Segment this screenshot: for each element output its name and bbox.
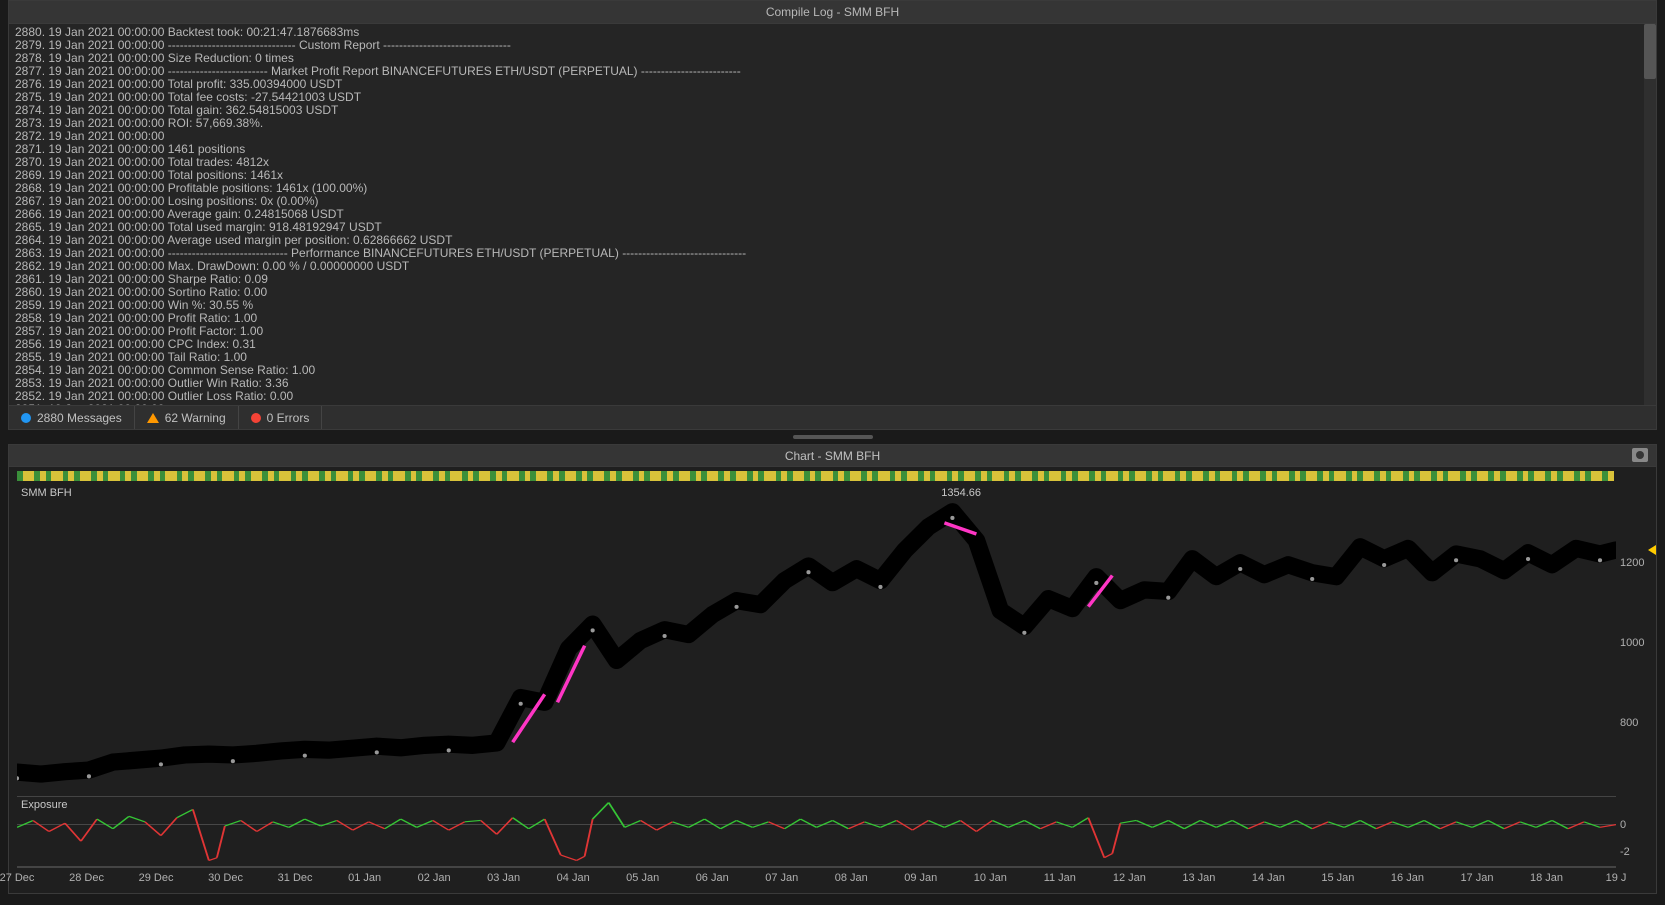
chart-panel: Chart - SMM BFH SMM BFH 1354.66 800 1000 1… — [8, 444, 1657, 894]
trade-heatstrip — [17, 471, 1616, 481]
date-xtick: 15 Jan — [1321, 872, 1354, 884]
date-xtick: 08 Jan — [835, 872, 868, 884]
exposure-chart[interactable]: Exposure 0-2 — [17, 797, 1616, 867]
log-scrollbar[interactable] — [1644, 24, 1656, 405]
date-xtick: 30 Dec — [208, 872, 243, 884]
date-xtick: 04 Jan — [557, 872, 590, 884]
price-ytick: 1200 — [1620, 557, 1644, 569]
log-status-bar: 2880 Messages 62 Warning 0 Errors — [9, 405, 1656, 429]
log-line: 2873. 19 Jan 2021 00:00:00 ROI: 57,669.3… — [15, 117, 1650, 130]
date-xtick: 31 Dec — [278, 872, 313, 884]
date-xtick: 13 Jan — [1182, 872, 1215, 884]
errors-button[interactable]: 0 Errors — [239, 406, 323, 429]
last-price-marker — [1648, 545, 1656, 555]
info-icon — [21, 413, 31, 423]
date-xtick: 05 Jan — [626, 872, 659, 884]
exposure-ytick: -2 — [1620, 846, 1630, 858]
compile-log-panel: Compile Log - SMM BFH 2880. 19 Jan 2021 … — [8, 0, 1657, 430]
chart-title: Chart - SMM BFH — [785, 449, 880, 463]
price-ytick: 1000 — [1620, 637, 1644, 649]
chart-title-bar: Chart - SMM BFH — [9, 445, 1656, 467]
price-ytick: 800 — [1620, 717, 1638, 729]
date-xtick: 03 Jan — [487, 872, 520, 884]
error-icon — [251, 413, 261, 423]
log-line: 2857. 19 Jan 2021 00:00:00 Profit Factor… — [15, 325, 1650, 338]
peak-value-label: 1354.66 — [941, 487, 981, 499]
panel-divider[interactable] — [0, 430, 1665, 444]
log-output[interactable]: 2880. 19 Jan 2021 00:00:00 Backtest took… — [9, 24, 1656, 405]
date-x-axis: 27 Dec28 Dec29 Dec30 Dec31 Dec01 Jan02 J… — [17, 867, 1616, 891]
log-line: 2856. 19 Jan 2021 00:00:00 CPC Index: 0.… — [15, 338, 1650, 351]
errors-count: 0 Errors — [267, 411, 310, 425]
date-xtick: 17 Jan — [1460, 872, 1493, 884]
price-chart[interactable]: SMM BFH 1354.66 — [17, 483, 1616, 797]
date-xtick: 19 J — [1606, 872, 1627, 884]
date-xtick: 14 Jan — [1252, 872, 1285, 884]
date-xtick: 02 Jan — [418, 872, 451, 884]
series-label: SMM BFH — [21, 487, 72, 499]
exposure-y-axis: 0 -2 — [1616, 797, 1656, 866]
log-scroll-thumb[interactable] — [1644, 24, 1656, 79]
screenshot-icon[interactable] — [1632, 448, 1648, 462]
chart-body[interactable]: SMM BFH 1354.66 80010001200 Exposure 0-2… — [9, 467, 1656, 893]
date-xtick: 28 Dec — [69, 872, 104, 884]
date-xtick: 10 Jan — [974, 872, 1007, 884]
date-xtick: 01 Jan — [348, 872, 381, 884]
log-line: 2859. 19 Jan 2021 00:00:00 Win %: 30.55 … — [15, 299, 1650, 312]
exposure-label: Exposure — [21, 799, 67, 811]
date-xtick: 12 Jan — [1113, 872, 1146, 884]
log-line: 2851. 19 Jan 2021 00:00:00 -------------… — [15, 403, 1650, 405]
date-xtick: 06 Jan — [696, 872, 729, 884]
date-xtick: 27 Dec — [0, 872, 34, 884]
log-line: 2860. 19 Jan 2021 00:00:00 Sortino Ratio… — [15, 286, 1650, 299]
messages-button[interactable]: 2880 Messages — [9, 406, 135, 429]
price-y-axis: 800 1000 1200 — [1616, 483, 1656, 797]
date-xtick: 29 Dec — [139, 872, 174, 884]
exposure-ytick: 0 — [1620, 819, 1626, 831]
date-xtick: 11 Jan — [1044, 872, 1076, 884]
compile-log-title: Compile Log - SMM BFH — [9, 1, 1656, 24]
warning-icon — [147, 413, 159, 423]
date-xtick: 09 Jan — [904, 872, 937, 884]
date-xtick: 18 Jan — [1530, 872, 1563, 884]
date-xtick: 16 Jan — [1391, 872, 1424, 884]
date-xtick: 07 Jan — [765, 872, 798, 884]
drag-handle-icon[interactable] — [793, 435, 873, 439]
warnings-count: 62 Warning — [165, 411, 226, 425]
log-line: 2872. 19 Jan 2021 00:00:00 — [15, 130, 1650, 143]
messages-count: 2880 Messages — [37, 411, 122, 425]
warnings-button[interactable]: 62 Warning — [135, 406, 239, 429]
